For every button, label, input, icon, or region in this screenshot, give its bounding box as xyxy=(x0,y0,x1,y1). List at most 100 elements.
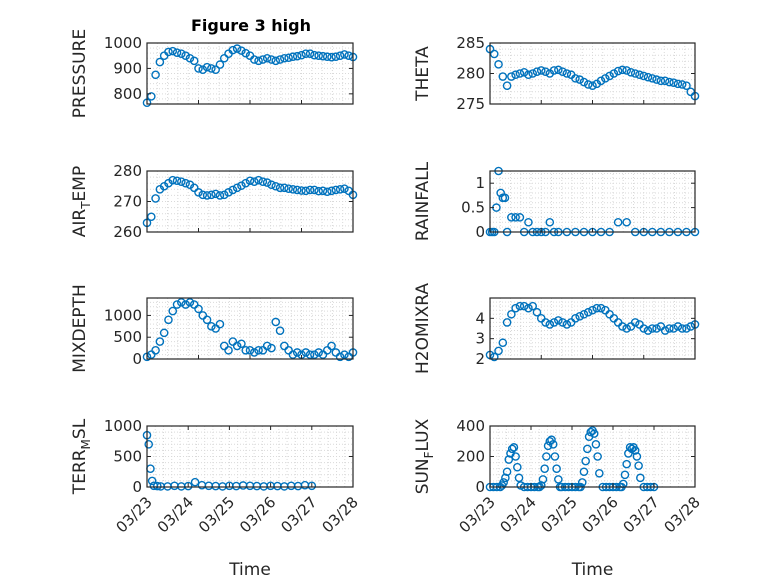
data-point xyxy=(682,324,691,333)
data-point xyxy=(677,80,687,89)
data-point xyxy=(331,52,341,62)
y-tick-label: 500 xyxy=(113,328,142,346)
data-point xyxy=(562,320,572,329)
data-point xyxy=(660,76,670,86)
data-point xyxy=(284,53,293,63)
data-point xyxy=(686,322,696,331)
data-point xyxy=(258,177,268,186)
data-point xyxy=(275,326,285,335)
x-tick-label: 03/23 xyxy=(113,493,156,536)
data-point xyxy=(500,193,510,203)
data-point xyxy=(579,309,589,319)
data-point xyxy=(501,473,510,483)
data-point xyxy=(177,49,186,58)
data-point xyxy=(198,311,208,320)
data-point xyxy=(181,51,190,61)
data-point xyxy=(340,350,349,359)
data-point xyxy=(511,70,520,80)
data-point xyxy=(504,455,514,464)
data-point xyxy=(164,315,173,325)
data-point xyxy=(318,51,328,61)
data-point xyxy=(292,51,302,61)
data-point xyxy=(532,67,542,76)
data-point xyxy=(275,183,285,193)
data-point xyxy=(151,70,160,80)
data-point xyxy=(489,49,499,59)
data-point xyxy=(168,46,178,56)
data-point xyxy=(267,180,276,190)
data-point xyxy=(686,87,696,97)
data-point xyxy=(591,439,601,449)
data-point xyxy=(528,69,538,78)
data-point xyxy=(673,322,683,331)
y-axis-label-subscript: T xyxy=(79,201,93,210)
data-point xyxy=(177,177,186,186)
data-point xyxy=(634,461,643,470)
data-point xyxy=(558,67,567,76)
data-point xyxy=(181,178,190,188)
data-point xyxy=(579,77,589,87)
data-point xyxy=(605,71,614,81)
data-point xyxy=(241,48,251,58)
y-tick-label: 285 xyxy=(456,34,485,52)
y-axis-label: SUNFLUX xyxy=(413,418,436,494)
x-axis-label: Time xyxy=(571,560,614,580)
data-point xyxy=(656,76,666,86)
data-point xyxy=(305,185,315,195)
data-point xyxy=(622,324,631,333)
data-point xyxy=(245,176,255,186)
data-point xyxy=(677,324,687,333)
data-point xyxy=(307,481,317,491)
data-point xyxy=(159,328,169,338)
y-tick-label: 0.5 xyxy=(461,199,485,217)
data-point xyxy=(314,348,323,357)
data-point xyxy=(207,322,216,331)
data-point xyxy=(613,217,623,227)
data-point xyxy=(280,341,289,351)
data-point xyxy=(232,341,242,351)
data-point xyxy=(571,74,580,83)
data-point xyxy=(241,178,251,188)
data-point xyxy=(647,74,657,83)
data-point xyxy=(258,55,268,64)
data-point xyxy=(554,316,563,325)
data-point xyxy=(275,55,285,64)
data-point xyxy=(168,175,178,185)
data-point xyxy=(228,185,238,195)
data-point xyxy=(185,298,195,307)
y-tick-label: 1000 xyxy=(104,417,142,435)
data-point xyxy=(622,459,631,469)
data-point xyxy=(189,300,199,309)
data-point xyxy=(301,186,311,196)
data-point xyxy=(211,65,220,74)
data-point xyxy=(288,184,298,194)
data-point xyxy=(592,303,602,313)
data-point xyxy=(224,345,233,355)
x-tick-label: 03/24 xyxy=(154,493,197,536)
data-point xyxy=(536,66,546,75)
data-point xyxy=(639,71,649,81)
data-point xyxy=(202,191,212,200)
data-point xyxy=(202,62,212,72)
data-point xyxy=(579,467,589,477)
data-point xyxy=(305,350,315,359)
data-point xyxy=(665,77,674,87)
data-point xyxy=(524,303,533,313)
data-point xyxy=(280,53,289,63)
data-point xyxy=(172,176,182,186)
y-axis-label-part: SUN xyxy=(413,458,433,494)
data-point xyxy=(185,53,195,63)
data-point xyxy=(284,184,293,193)
data-point xyxy=(494,346,503,356)
data-point xyxy=(595,468,604,478)
data-point xyxy=(494,60,503,69)
data-point xyxy=(271,317,281,327)
x-tick-label: 03/26 xyxy=(579,493,622,536)
data-point xyxy=(558,318,567,327)
data-point xyxy=(538,475,548,484)
data-point xyxy=(228,337,238,346)
data-point xyxy=(198,65,208,74)
data-point xyxy=(232,44,242,53)
data-point xyxy=(601,74,610,83)
data-point xyxy=(499,478,508,487)
